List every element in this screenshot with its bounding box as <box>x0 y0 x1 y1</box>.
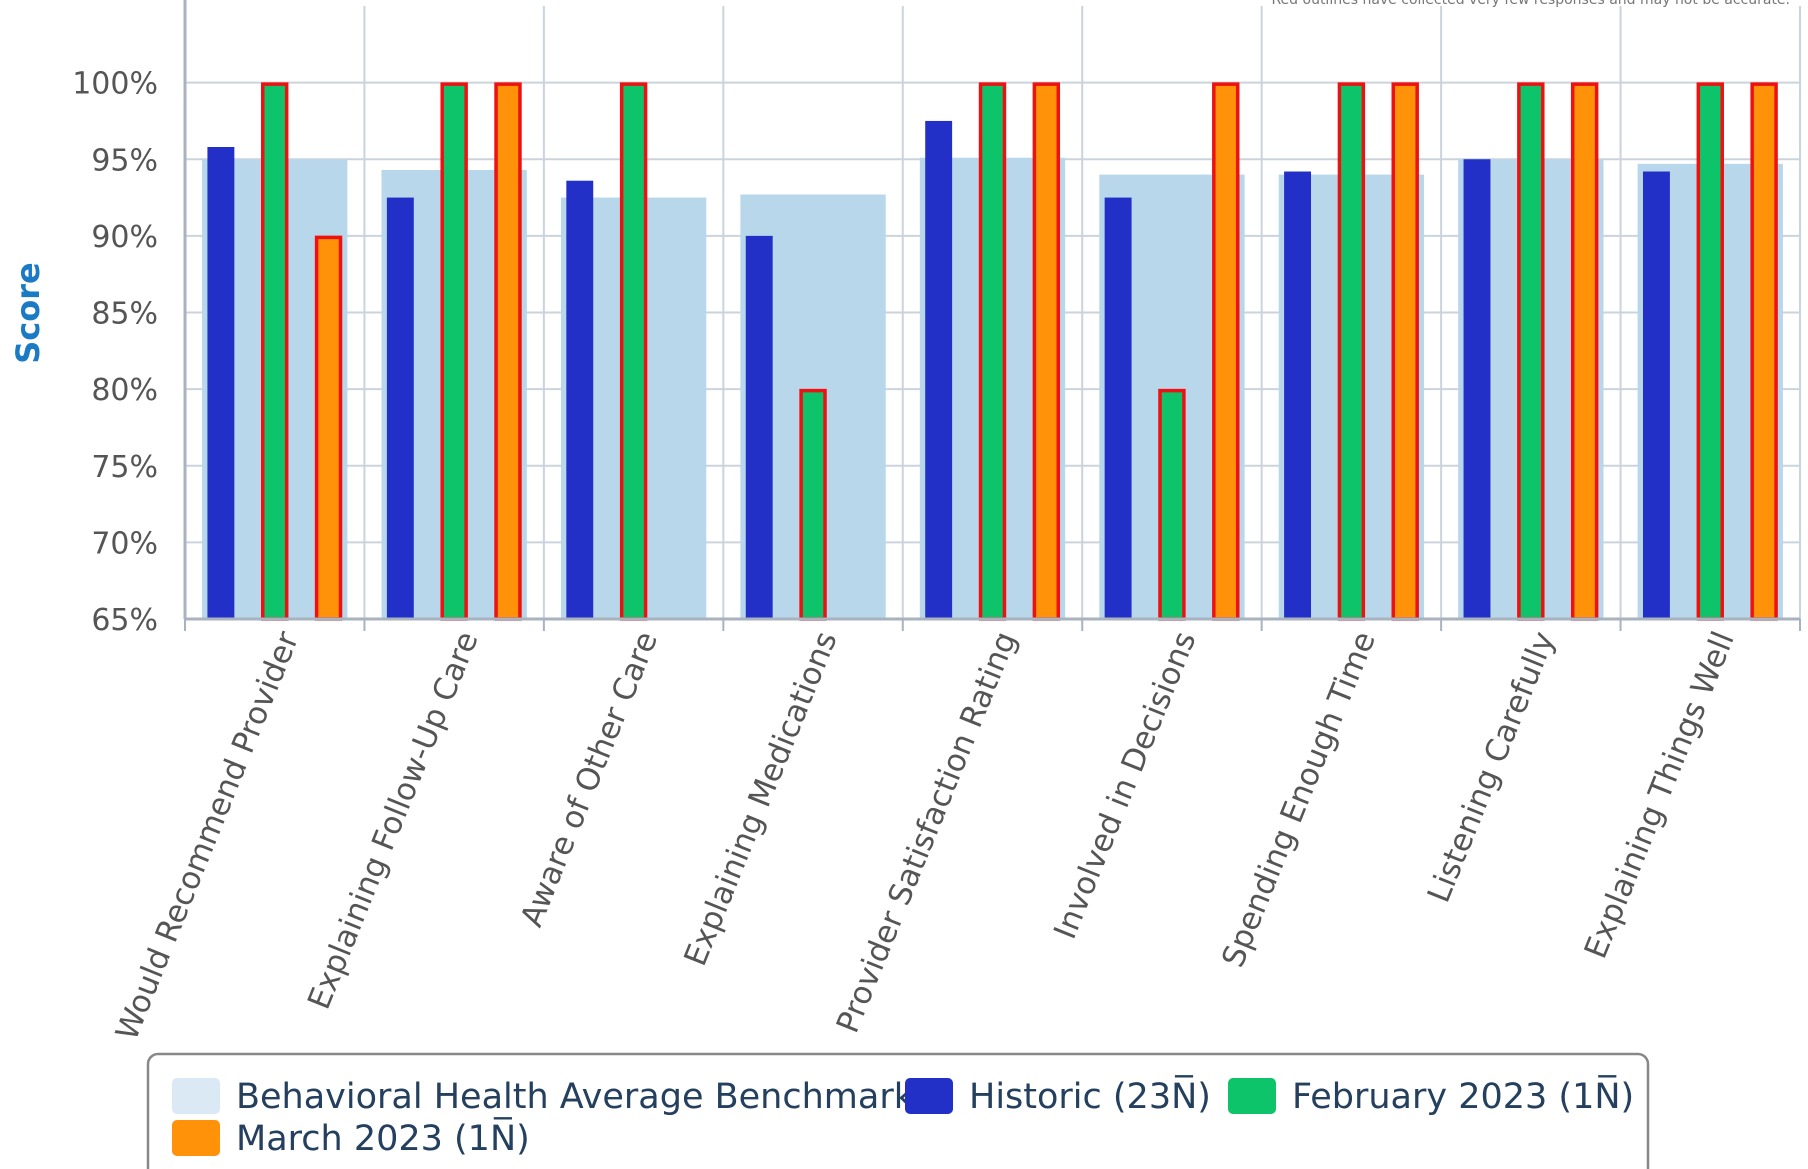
series-bar <box>440 82 468 621</box>
series-bar <box>1337 82 1366 621</box>
y-axis-title: Score <box>9 262 47 363</box>
y-tick-label: 70% <box>91 526 158 561</box>
y-tick-label: 95% <box>91 143 158 178</box>
series-bar <box>494 82 522 621</box>
y-tick-label: 100% <box>72 67 158 102</box>
y-tick-label: 90% <box>91 220 158 255</box>
axes <box>183 0 1801 631</box>
series-bar <box>1570 82 1599 621</box>
legend-label: March 2023 (1N̅) <box>236 1117 530 1159</box>
x-category-label: Involved in Decisions <box>1047 627 1203 945</box>
series-bar <box>261 82 289 621</box>
x-category-label: Provider Satisfaction Rating <box>830 627 1024 1038</box>
legend-label: Historic (23N̅) <box>969 1075 1211 1117</box>
series-bar <box>566 180 594 619</box>
series-bar <box>1032 82 1061 621</box>
legend-label: February 2023 (1N̅) <box>1292 1075 1634 1117</box>
legend-swatch <box>172 1120 220 1156</box>
series-bar <box>1463 159 1491 619</box>
series-bar <box>925 120 953 619</box>
legend-swatch <box>1228 1078 1276 1114</box>
y-tick-label: 85% <box>91 297 158 332</box>
series-bar <box>1158 388 1186 621</box>
chart-note: Red outlines have collected very few res… <box>1271 0 1790 8</box>
series-bar <box>1696 82 1724 621</box>
y-tick-label: 75% <box>91 450 158 485</box>
legend: Behavioral Health Average Benchmark Histo… <box>146 1052 1650 1169</box>
series-bar <box>1642 171 1670 619</box>
y-tick-label: 65% <box>91 603 158 638</box>
series-bar <box>1750 82 1778 621</box>
series-bar <box>978 82 1007 621</box>
legend-swatch <box>172 1078 220 1114</box>
series-bar <box>1517 82 1545 621</box>
x-category-label: Spending Enough Time <box>1215 627 1383 973</box>
x-category-label: Would Recommend Provider <box>109 626 306 1045</box>
y-tick-labels: 65% 70% 75% 80% 85% 90% 95% 100% <box>72 67 158 638</box>
series-bar <box>1284 171 1312 619</box>
legend-label: Behavioral Health Average Benchmark <box>236 1077 915 1117</box>
series-bar <box>1104 197 1132 619</box>
x-category-label: Aware of Other Care <box>514 627 665 932</box>
series-bar <box>619 82 648 621</box>
x-category-label: Explaining Medications <box>677 627 844 971</box>
x-category-label: Explaining Follow-Up Care <box>301 627 486 1015</box>
series-bar <box>386 197 414 619</box>
series-bar <box>1212 82 1240 621</box>
y-tick-label: 80% <box>91 373 158 408</box>
series-bar <box>314 235 343 621</box>
x-category-label: Listening Carefully <box>1421 627 1562 908</box>
series-bar <box>745 235 773 619</box>
series-bar <box>207 146 235 620</box>
series-bars <box>207 82 1778 621</box>
x-category-label: Explaining Things Well <box>1578 627 1742 964</box>
series-bar <box>1391 82 1419 621</box>
legend-swatch <box>905 1078 953 1114</box>
series-bar <box>799 388 827 621</box>
